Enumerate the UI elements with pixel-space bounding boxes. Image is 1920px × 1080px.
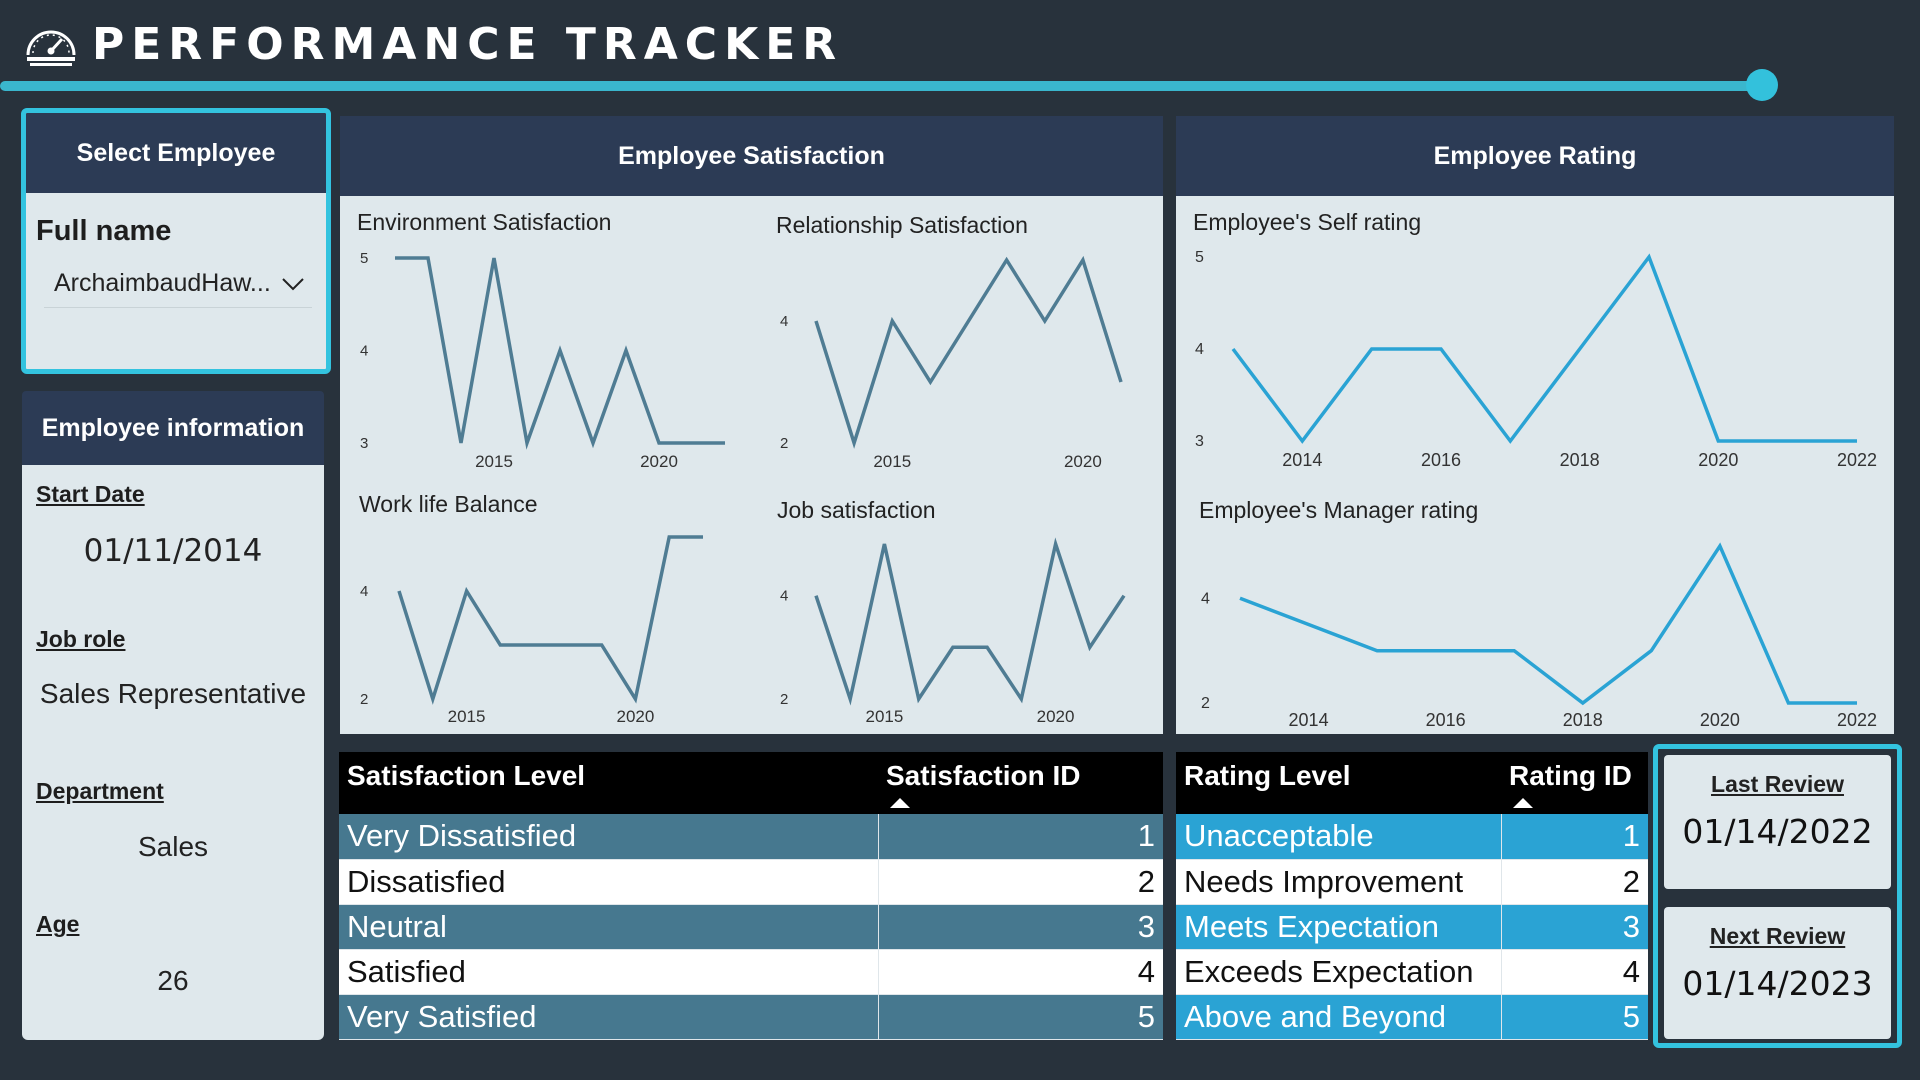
review-dates-card: Last Review 01/14/2022 Next Review 01/14… (1653, 744, 1902, 1048)
chart-title-manager-rating: Employee's Manager rating (1199, 497, 1479, 523)
table-row[interactable]: Dissatisfied 2 (339, 859, 1163, 905)
satisfaction-panel-heading: Employee Satisfaction (340, 116, 1163, 196)
table-row[interactable]: Needs Improvement 2 (1176, 859, 1648, 905)
chart-title-environment: Environment Satisfaction (357, 209, 612, 235)
department-label: Department (36, 778, 164, 804)
table-row[interactable]: Unacceptable 1 (1176, 814, 1648, 860)
page-title: PERFORMANCE TRACKER (92, 18, 844, 70)
sort-ascending-icon (890, 798, 910, 808)
chart-title-work-life: Work life Balance (359, 491, 538, 517)
employee-info-heading: Employee information (22, 391, 324, 465)
level-id-cell: 5 (877, 994, 1163, 1040)
rating-panel (1176, 196, 1894, 734)
level-id-cell: 5 (1500, 994, 1648, 1040)
speedometer-icon (26, 30, 76, 66)
start-date-label: Start Date (36, 481, 145, 507)
job-role-label: Job role (36, 626, 126, 652)
chart-title-relationship: Relationship Satisfaction (776, 212, 1028, 238)
table-row[interactable]: Very Dissatisfied 1 (339, 814, 1163, 860)
page-progress-handle[interactable] (1746, 69, 1778, 101)
page-progress-bar (0, 81, 1762, 91)
next-review-label: Next Review (1709, 923, 1846, 949)
level-name-cell: Very Dissatisfied (339, 814, 878, 860)
age-value: 26 (157, 965, 189, 996)
level-name-cell: Exceeds Expectation (1176, 949, 1501, 995)
table-row[interactable]: Exceeds Expectation 4 (1176, 949, 1648, 995)
level-id-cell: 4 (877, 949, 1163, 995)
employee-slicer: Select Employee Full name ArchaimbaudHaw… (21, 108, 331, 374)
chart-title-job: Job satisfaction (777, 497, 936, 523)
header: PERFORMANCE TRACKER (22, 14, 843, 74)
full-name-label: Full name (36, 215, 172, 247)
next-review-card: Next Review 01/14/2023 (1664, 907, 1891, 1039)
level-id-cell: 2 (877, 859, 1163, 905)
level-id-cell: 4 (1500, 949, 1648, 995)
level-id-cell: 1 (1500, 814, 1648, 860)
sort-ascending-icon (1513, 798, 1533, 808)
last-review-card: Last Review 01/14/2022 (1664, 755, 1891, 889)
table-row[interactable]: Above and Beyond 5 (1176, 994, 1648, 1040)
level-id-cell: 1 (877, 814, 1163, 860)
satisfaction-panel (340, 196, 1163, 734)
slicer-heading: Select Employee (26, 113, 326, 193)
table-row[interactable]: Satisfied 4 (339, 949, 1163, 995)
column-header-rating-level[interactable]: Rating Level (1176, 752, 1501, 814)
level-name-cell: Meets Expectation (1176, 904, 1501, 950)
table-row[interactable]: Neutral 3 (339, 904, 1163, 950)
column-header-rating-id[interactable]: Rating ID (1501, 752, 1648, 814)
start-date-value: 01/11/2014 (83, 533, 263, 569)
level-name-cell: Satisfied (339, 949, 878, 995)
table-row[interactable]: Very Satisfied 5 (339, 994, 1163, 1040)
level-name-cell: Dissatisfied (339, 859, 878, 905)
level-id-cell: 2 (1500, 859, 1648, 905)
chart-title-self-rating: Employee's Self rating (1193, 209, 1422, 235)
employee-dropdown-value: ArchaimbaudHaw... (54, 269, 271, 297)
chevron-down-icon (282, 277, 304, 290)
column-header-satisfaction-level[interactable]: Satisfaction Level (339, 752, 878, 814)
employee-dropdown[interactable]: ArchaimbaudHaw... (44, 260, 312, 308)
job-role-value: Sales Representative (39, 678, 307, 709)
column-header-satisfaction-id[interactable]: Satisfaction ID (878, 752, 1163, 814)
last-review-date: 01/14/2022 (1682, 812, 1873, 851)
level-id-cell: 3 (877, 904, 1163, 950)
rating-panel-heading: Employee Rating (1176, 116, 1894, 196)
employee-info-panel: Start Date 01/11/2014 Job role Sales Rep… (22, 465, 324, 1040)
last-review-label: Last Review (1711, 771, 1844, 797)
level-name-cell: Needs Improvement (1176, 859, 1501, 905)
level-name-cell: Neutral (339, 904, 878, 950)
department-value: Sales (137, 831, 209, 862)
age-label: Age (36, 911, 80, 937)
next-review-date: 01/14/2023 (1682, 964, 1873, 1003)
level-id-cell: 3 (1500, 904, 1648, 950)
level-name-cell: Above and Beyond (1176, 994, 1501, 1040)
rating-level-table: Rating Level Rating ID Unacceptable 1 Need… (1176, 752, 1648, 1040)
level-name-cell: Unacceptable (1176, 814, 1501, 860)
satisfaction-level-table: Satisfaction Level Satisfaction ID Very … (339, 752, 1163, 1040)
table-row[interactable]: Meets Expectation 3 (1176, 904, 1648, 950)
level-name-cell: Very Satisfied (339, 994, 878, 1040)
